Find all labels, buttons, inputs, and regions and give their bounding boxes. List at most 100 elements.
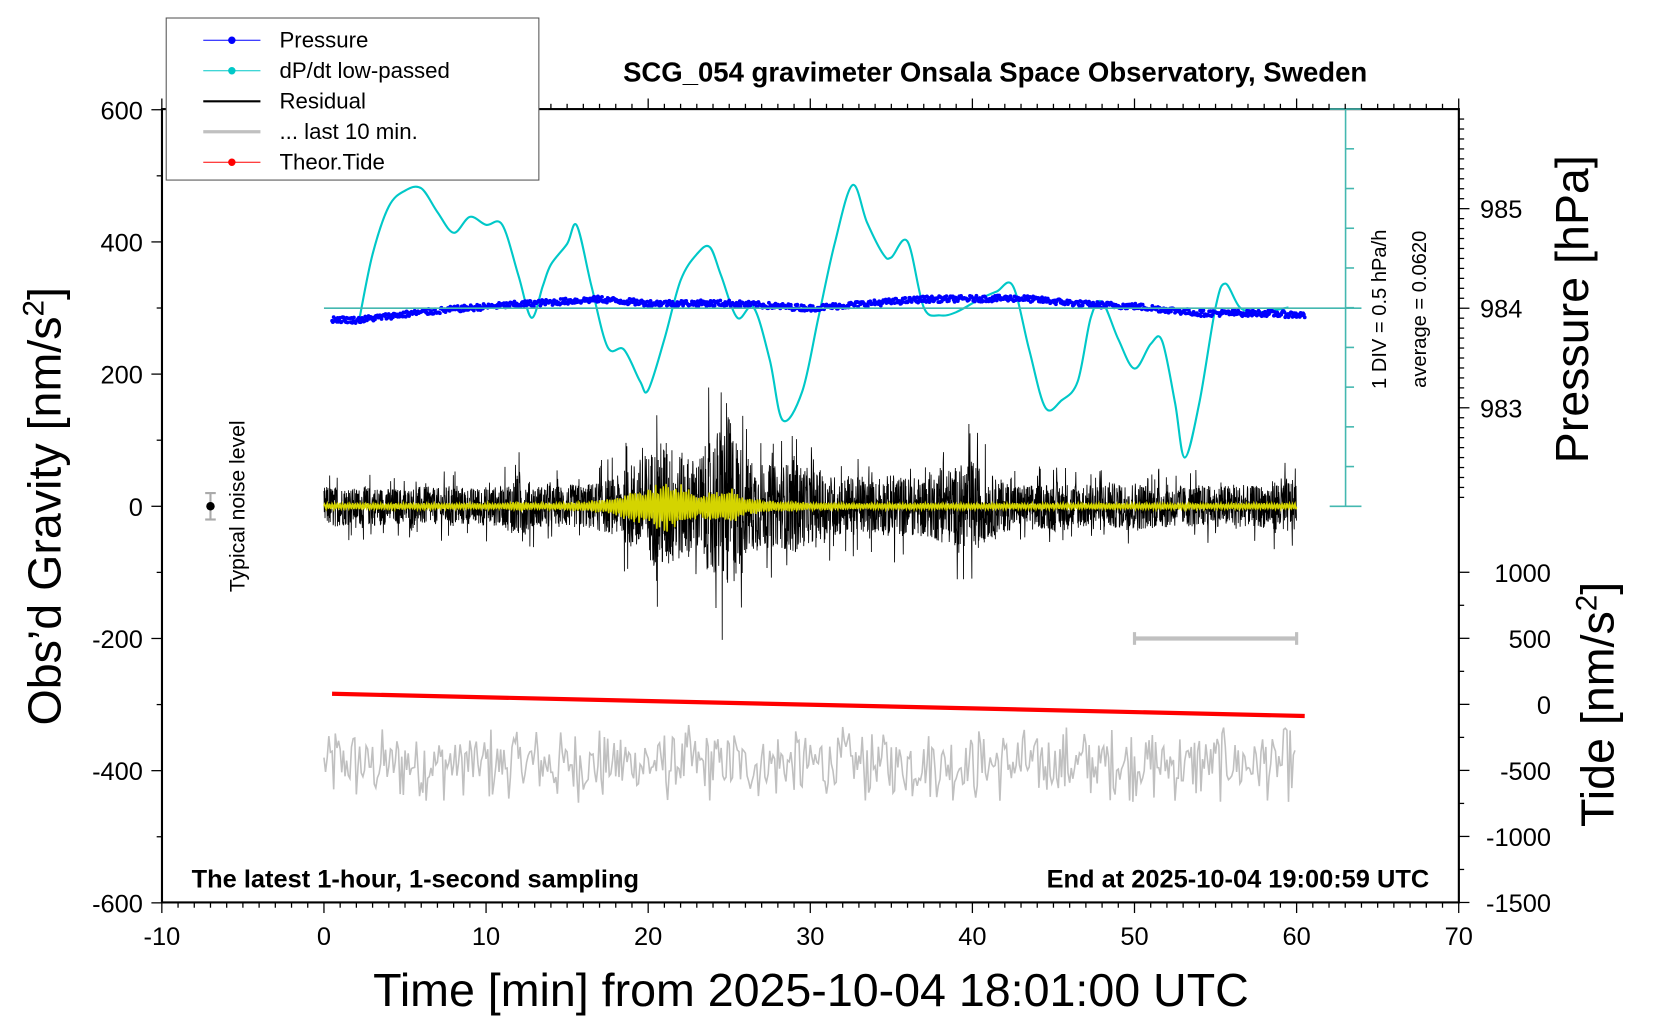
tide-axis-label: Tide [nm/s2] [1570,582,1623,827]
pressure-point [356,315,361,320]
pressure-tick-label: 983 [1480,395,1522,423]
pressure-point [437,311,442,316]
pressure-point [852,303,857,308]
pressure-point [386,312,391,316]
pressure-point [738,304,743,309]
pressure-point [944,294,949,299]
pressure-point [645,299,650,304]
pressure-point [1201,308,1206,313]
tide-tick-label: -1000 [1486,824,1551,852]
y-tick-label: 200 [101,362,143,390]
legend-item: Theor.Tide [203,150,385,175]
noise-level-label: Typical noise level [227,420,250,592]
legend-box [165,17,540,181]
pressure-point [634,298,639,303]
pressure-point [641,299,646,304]
pressure-tick-label: 984 [1480,296,1522,324]
end-time-note: End at 2025-10-04 19:00:59 UTC [1047,866,1430,894]
legend-label: dP/dt low-passed [279,58,449,83]
pressure-point [696,304,701,308]
legend-marker [228,158,236,166]
legend-item: dP/dt low-passed [203,58,450,83]
x-tick-label: 20 [634,923,662,951]
pressure-point [518,304,523,308]
pressure-point [563,296,568,301]
pressure-point [345,320,350,325]
x-tick-label: -10 [143,923,180,951]
axes-layer: -10 0 10 20 30 40 50 60 70 600 400 200 0 -200 -400 -600… [92,97,1551,951]
tide-tick-label: -1500 [1486,890,1551,918]
pressure-point [889,301,894,306]
noise-level-point [206,502,215,511]
legend-marker [228,67,236,75]
x-tick-label: 50 [1120,923,1148,951]
x-tick-label: 40 [958,923,986,951]
y-tick-label: -600 [92,890,143,918]
pressure-point [724,303,729,308]
legend-item: Pressure [203,28,368,53]
pressure-point [952,299,957,304]
legend-item: Residual [203,89,366,114]
pressure-point [997,293,1002,298]
tide-tick-label: -500 [1500,758,1551,786]
pressure-point [727,298,732,303]
series-layer [205,184,1307,803]
legend-marker [228,36,236,44]
chart-title: SCG_054 gravimeter Onsala Space Observat… [623,57,1367,88]
y-tick-label: 600 [101,97,143,125]
pressure-point [1104,304,1109,309]
pressure-point [967,297,972,302]
residual-filtered-line [323,483,1298,532]
pressure-point [1199,314,1203,319]
pressure-tick-label: 985 [1480,196,1522,224]
pressure-point [1302,315,1307,320]
pressure-point [972,299,977,304]
pressure-point [810,304,815,309]
pressure-point [352,315,356,320]
x-tick-label: 0 [317,923,331,951]
pressure-point [528,299,533,304]
pressure-axis-label: Pressure [hPa] [1546,155,1598,463]
dpdt-scale-label: 1 DIV = 0.5 hPa/h [1369,230,1391,389]
pressure-point [915,295,920,300]
y-tick-label: -200 [92,626,143,654]
tide-tick-label: 500 [1509,626,1551,654]
pressure-point [379,317,384,321]
pressure-point [373,317,377,322]
pressure-point [788,302,793,307]
legend-label: Residual [279,89,365,114]
pressure-point [507,304,512,309]
pressure-point [1282,310,1287,315]
y-axis-label: Obs’d Gravity [nm/s2] [17,287,70,726]
legend-label: Theor.Tide [279,150,384,175]
pressure-point [903,296,908,300]
pressure-point [1253,310,1258,314]
y-tick-label: -400 [92,758,143,786]
legend-label: ... last 10 min. [279,119,417,144]
pressure-point [1140,302,1145,307]
residual-line [323,387,1297,640]
pressure-point [1301,312,1306,317]
dpdt-lowpassed-line [358,184,1289,459]
theoretical-tide-line [332,691,1305,719]
pressure-point [718,298,723,303]
pressure-point [883,297,888,302]
pressure-point [795,302,800,307]
pressure-point [946,299,951,303]
x-tick-label: 70 [1445,923,1473,951]
pressure-point [600,294,604,299]
tide-tick-label: 0 [1537,692,1551,720]
y-tick-label: 0 [129,494,143,522]
x-tick-label: 60 [1282,923,1310,951]
y-tick-label: 400 [101,229,143,257]
pressure-point [1169,309,1173,314]
dpdt-average-label: average = 0.0620 [1409,231,1431,388]
tide-tick-label: 1000 [1494,560,1551,588]
legend-item: ... last 10 min. [203,119,418,144]
sampling-note: The latest 1-hour, 1-second sampling [192,866,639,894]
x-tick-label: 10 [472,923,500,951]
x-axis-label: Time [min] from 2025-10-04 18:01:00 UTC [373,964,1249,1016]
x-tick-label: 30 [796,923,824,951]
last-10-min-line [323,724,1296,803]
